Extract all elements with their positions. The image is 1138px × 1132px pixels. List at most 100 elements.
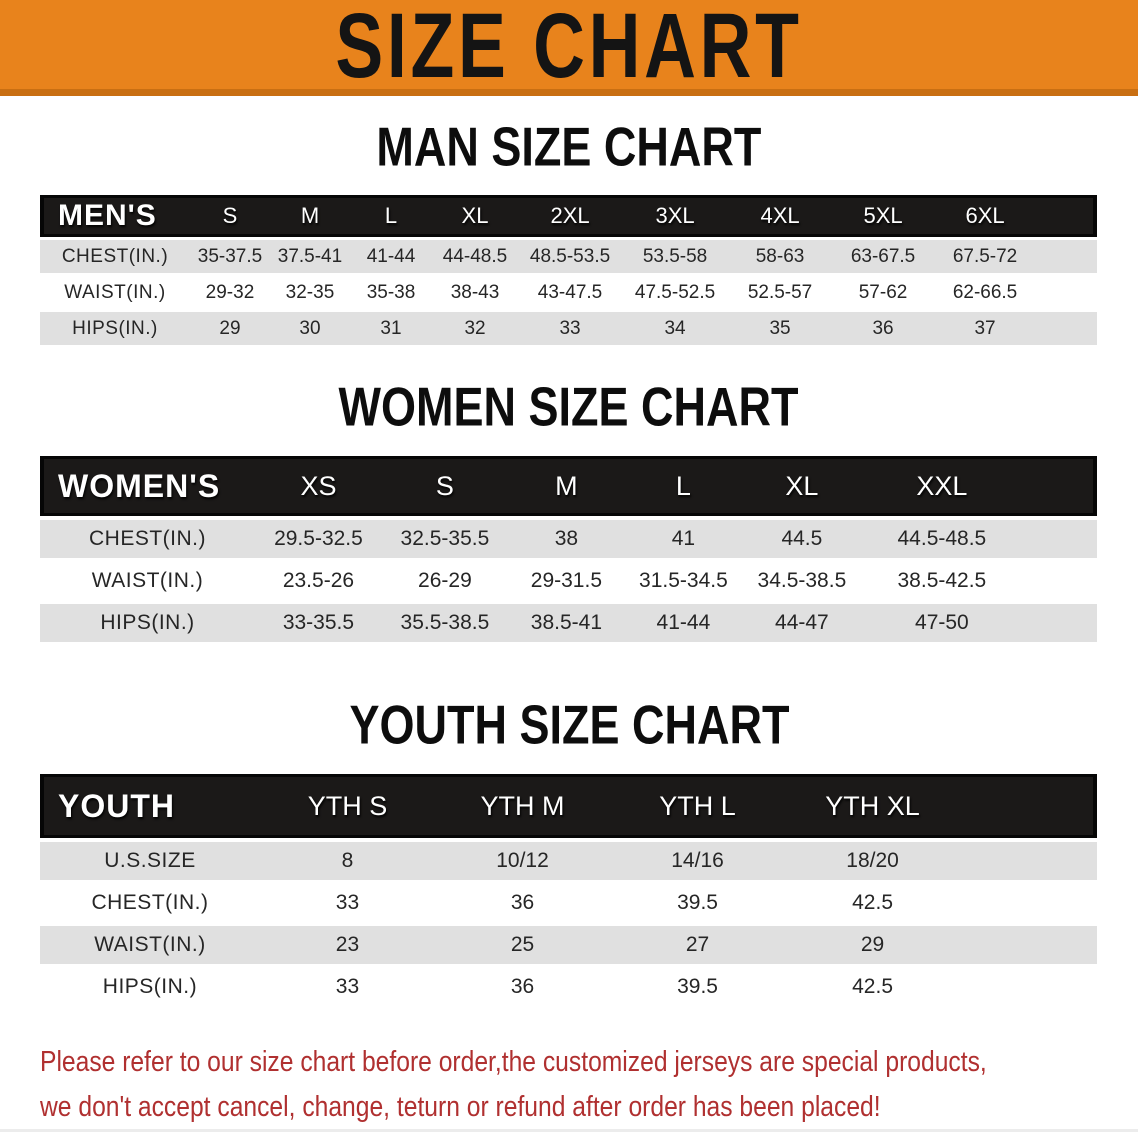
size-value: 41-44 (624, 604, 742, 642)
row-filler-cell (1036, 240, 1097, 273)
size-value: 44.5 (741, 520, 862, 558)
table-header-row: WOMEN'S XS S M L XL XXL (40, 456, 1097, 516)
size-column-header: L (624, 456, 742, 516)
disclaimer-line-2: we don't accept cancel, change, teturn o… (40, 1090, 881, 1123)
size-value: 35.5-38.5 (381, 604, 508, 642)
women-size-chart-section: WOMEN SIZE CHART WOMEN'S XS S M L XL XXL CHEST(… (0, 376, 1138, 646)
youth-section-title: YOUTH SIZE CHART (348, 694, 790, 756)
size-value: 26-29 (418, 569, 472, 592)
size-column-header: XS (254, 456, 382, 516)
size-value: 38.5-41 (507, 604, 625, 642)
size-value: 67.5-72 (934, 240, 1037, 273)
size-value: 29 (785, 926, 961, 964)
row-filler-cell (960, 926, 1097, 964)
size-column-header: YTH L (610, 774, 786, 838)
size-value: 29-32 (205, 281, 255, 303)
table-header-row: YOUTH YTH S YTH M YTH L YTH XL (40, 774, 1097, 838)
table-header-row: MEN'S S M L XL 2XL 3XL 4XL 5XL 6XL (40, 195, 1097, 237)
row-label: HIPS(IN.) (102, 975, 198, 998)
size-value: 43-47.5 (537, 281, 603, 303)
size-value: 33 (518, 312, 623, 345)
size-value: 29.5-32.5 (254, 520, 382, 558)
size-column-header: YTH S (259, 774, 435, 838)
measurement-row: HIPS(IN.) 33 36 39.5 42.5 (40, 968, 1097, 1006)
size-column-header: L (349, 195, 432, 237)
row-label: HIPS(IN.) (40, 312, 190, 345)
size-value: 34.5-38.5 (757, 569, 847, 592)
size-value: 31.5-34.5 (639, 569, 728, 592)
row-filler-cell (960, 968, 1097, 1006)
size-value: 32 (432, 312, 519, 345)
size-value: 34 (622, 312, 729, 345)
size-value: 14/16 (610, 842, 786, 880)
size-value: 18/20 (785, 842, 961, 880)
man-size-chart-section: MAN SIZE CHART MEN'S S M L XL 2XL 3XL 4XL 5XL 6XL… (0, 120, 1138, 348)
size-value: 42.5 (852, 975, 893, 998)
banner-title-text: SIZE CHART (335, 0, 803, 97)
size-column-header: 4XL (728, 195, 833, 237)
size-value: 25 (434, 926, 611, 964)
row-label: U.S.SIZE (40, 842, 260, 880)
size-column-header: XXL (861, 456, 1022, 516)
row-filler-cell (960, 842, 1097, 880)
row-label: CHEST(IN.) (40, 240, 190, 273)
size-column-header: S (189, 195, 270, 237)
size-value: 38.5-42.5 (897, 569, 987, 592)
size-value: 32-35 (285, 281, 335, 303)
row-filler-cell (960, 884, 1097, 922)
row-filler-cell (1021, 520, 1097, 558)
header-filler-cell (1036, 195, 1097, 237)
size-column-header: XL (741, 456, 862, 516)
size-value: 41 (624, 520, 742, 558)
size-column-header: M (507, 456, 625, 516)
size-column-header: YTH M (434, 774, 611, 838)
bottom-edge-line (0, 1129, 1138, 1132)
size-value: 41-44 (349, 240, 432, 273)
women-size-table: WOMEN'S XS S M L XL XXL CHEST(IN.) 29.5-32.5 32.5… (40, 452, 1097, 646)
size-value: 47-50 (861, 604, 1022, 642)
measurement-row: WAIST(IN.) 23 25 27 29 (40, 926, 1097, 964)
size-value: 44-48.5 (432, 240, 519, 273)
size-value: 10/12 (434, 842, 611, 880)
size-value: 57-62 (858, 281, 908, 303)
size-value: 32.5-35.5 (381, 520, 508, 558)
table-group-label: YOUTH (40, 774, 260, 838)
size-value: 53.5-58 (622, 240, 729, 273)
size-value: 37.5-41 (269, 240, 350, 273)
size-value: 27 (610, 926, 786, 964)
size-value: 62-66.5 (952, 281, 1018, 303)
size-value: 33 (335, 975, 360, 998)
row-label: HIPS(IN.) (40, 604, 255, 642)
size-value: 35-38 (366, 281, 416, 303)
size-value: 58-63 (728, 240, 833, 273)
size-value: 44-47 (741, 604, 862, 642)
size-value: 38-43 (450, 281, 500, 303)
table-group-label: MEN'S (40, 195, 190, 237)
size-value: 33-35.5 (254, 604, 382, 642)
size-value: 29-31.5 (530, 569, 603, 592)
size-value: 30 (269, 312, 350, 345)
size-column-header: 5XL (832, 195, 935, 237)
size-value: 37 (934, 312, 1037, 345)
disclaimer-note: Please refer to our size chart before or… (40, 1040, 1138, 1130)
measurement-row: WAIST(IN.) 29-32 32-35 35-38 38-43 43-47.5 47.… (40, 276, 1097, 309)
men-size-table: MEN'S S M L XL 2XL 3XL 4XL 5XL 6XL CHEST(IN.) 35-37… (40, 192, 1097, 348)
row-label: WAIST(IN.) (40, 926, 260, 964)
size-column-header: 6XL (934, 195, 1037, 237)
size-value: 36 (832, 312, 935, 345)
youth-size-table: YOUTH YTH S YTH M YTH L YTH XL U.S.SIZE 8 10/12… (40, 770, 1097, 1010)
size-value: 29 (189, 312, 270, 345)
size-value: 52.5-57 (747, 281, 813, 303)
size-value: 44.5-48.5 (861, 520, 1022, 558)
size-value: 48.5-53.5 (518, 240, 623, 273)
measurement-row: CHEST(IN.) 29.5-32.5 32.5-35.5 38 41 44.5 44.5… (40, 520, 1097, 558)
size-column-header: XL (432, 195, 519, 237)
row-filler-cell (1036, 276, 1097, 309)
women-section-title: WOMEN SIZE CHART (339, 376, 799, 438)
row-label: CHEST(IN.) (91, 891, 209, 914)
size-value: 39.5 (677, 891, 718, 914)
size-value: 63-67.5 (832, 240, 935, 273)
size-value: 8 (259, 842, 435, 880)
row-filler-cell (1022, 562, 1097, 600)
row-filler-cell (1036, 312, 1097, 345)
